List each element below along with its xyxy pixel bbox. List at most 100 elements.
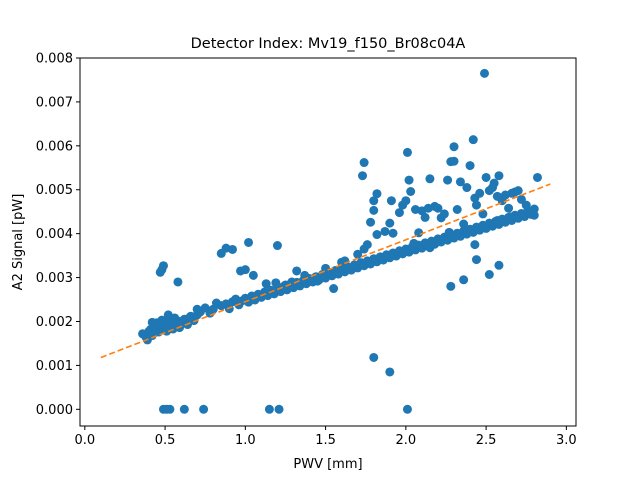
y-axis-label: A2 Signal [pW] xyxy=(11,194,26,291)
scatter-point-225 xyxy=(444,227,454,237)
scatter-point-218 xyxy=(470,240,480,250)
scatter-point-187 xyxy=(449,142,459,152)
scatter-point-148 xyxy=(261,279,271,289)
y-tick-label: 0.006 xyxy=(36,139,73,154)
scatter-point-203 xyxy=(489,178,499,188)
scatter-point-173 xyxy=(404,175,414,185)
scatter-point-240 xyxy=(402,404,412,414)
scatter-point-190 xyxy=(455,177,465,187)
scatter-point-214 xyxy=(532,172,542,182)
x-tick-label: 2.0 xyxy=(396,433,417,448)
scatter-point-224 xyxy=(425,243,435,253)
scatter-point-155 xyxy=(329,284,339,294)
y-tick-label: 0.007 xyxy=(36,95,73,110)
scatter-point-136 xyxy=(163,310,173,320)
scatter-point-166 xyxy=(385,218,395,228)
scatter-point-145 xyxy=(244,237,254,247)
scatter-point-228 xyxy=(366,217,376,227)
scatter-point-196 xyxy=(471,200,481,210)
scatter-point-200 xyxy=(481,172,491,182)
scatter-point-235 xyxy=(165,404,175,414)
scatter-point-138 xyxy=(184,313,194,323)
fit-line xyxy=(100,183,551,359)
scatter-point-242 xyxy=(385,367,395,377)
x-tick-label: 1.0 xyxy=(235,433,256,448)
scatter-point-184 xyxy=(439,209,449,219)
scatter-point-192 xyxy=(462,183,472,193)
scatter-point-191 xyxy=(459,219,469,229)
scatter-point-208 xyxy=(504,203,514,213)
scatter-point-168 xyxy=(388,228,398,238)
scatter-point-222 xyxy=(459,275,469,285)
scatter-point-157 xyxy=(353,249,363,259)
y-tick-label: 0.003 xyxy=(36,271,73,286)
scatter-point-142 xyxy=(227,244,237,254)
scatter-point-146 xyxy=(272,241,282,251)
scatter-point-205 xyxy=(494,171,504,181)
scatter-point-185 xyxy=(443,175,453,185)
scatter-point-160 xyxy=(358,171,368,181)
y-tick-label: 0.000 xyxy=(36,403,73,418)
scatter-point-213 xyxy=(521,200,531,210)
scatter-point-149 xyxy=(271,278,281,288)
scatter-point-159 xyxy=(362,240,372,250)
scatter-point-221 xyxy=(494,260,504,270)
scatter-point-180 xyxy=(425,174,435,184)
scatter-point-226 xyxy=(409,238,419,248)
scatter-point-231 xyxy=(292,266,302,276)
scatter-point-238 xyxy=(264,404,274,414)
y-tick-label: 0.004 xyxy=(36,227,73,242)
x-axis-ticks: 0.0 0.5 1.0 1.5 2.0 2.5 3.0 xyxy=(74,426,577,448)
x-axis-label: PWV [mm] xyxy=(293,457,362,472)
y-tick-label: 0.002 xyxy=(36,315,73,330)
scatter-point-241 xyxy=(369,352,379,362)
scatter-point-165 xyxy=(380,226,390,236)
scatter-point-171 xyxy=(401,196,411,206)
y-tick-label: 0.008 xyxy=(36,52,73,67)
y-tick-label: 0.001 xyxy=(36,359,73,374)
scatter-point-164 xyxy=(369,205,379,215)
x-tick-label: 0.5 xyxy=(155,433,176,448)
scatter-point-147 xyxy=(248,270,258,280)
scatter-point-188 xyxy=(449,156,459,166)
scatter-point-229 xyxy=(337,257,347,267)
scatter-point-194 xyxy=(468,135,478,145)
scatter-point-163 xyxy=(372,189,382,199)
scatter-point-174 xyxy=(406,187,416,196)
scatter-point-167 xyxy=(386,196,396,206)
scatter-point-135 xyxy=(173,277,183,287)
x-tick-label: 3.0 xyxy=(556,433,577,448)
scatter-point-139 xyxy=(192,304,202,314)
scatter-point-237 xyxy=(199,404,209,414)
scatter-point-227 xyxy=(372,230,382,240)
scatter-point-197 xyxy=(475,188,485,198)
scatter-point-189 xyxy=(452,205,462,214)
scatter-point-220 xyxy=(484,270,494,279)
scatter-point-217 xyxy=(492,215,502,225)
scatter-point-236 xyxy=(179,404,189,414)
scatter-point-211 xyxy=(513,186,523,196)
scatter-point-178 xyxy=(420,212,430,222)
scatter-point-219 xyxy=(471,255,481,265)
scatter-point-239 xyxy=(274,404,284,414)
scatter-point-199 xyxy=(480,68,489,78)
plot-area-frame xyxy=(79,57,577,427)
y-axis-ticks: 0.000 0.001 0.002 0.003 0.004 0.005 0.006 0.007… xyxy=(36,52,80,418)
scatter-point-153 xyxy=(313,276,323,286)
y-tick-label: 0.005 xyxy=(36,183,73,198)
scatter-points xyxy=(138,68,542,414)
scatter-point-193 xyxy=(465,161,475,171)
scatter-point-182 xyxy=(433,203,443,213)
scatter-point-216 xyxy=(505,212,515,222)
scatter-point-144 xyxy=(240,265,250,275)
fit-line-group xyxy=(100,183,551,359)
chart-title: Detector Index: Mv19_f150_Br08c04A xyxy=(191,36,466,52)
x-tick-label: 0.0 xyxy=(74,433,95,448)
scatter-point-215 xyxy=(529,210,539,220)
scatter-point-223 xyxy=(446,281,456,291)
scatter-point-172 xyxy=(402,147,412,157)
scatter-point-131 xyxy=(529,204,539,214)
scatter-point-161 xyxy=(359,158,369,168)
